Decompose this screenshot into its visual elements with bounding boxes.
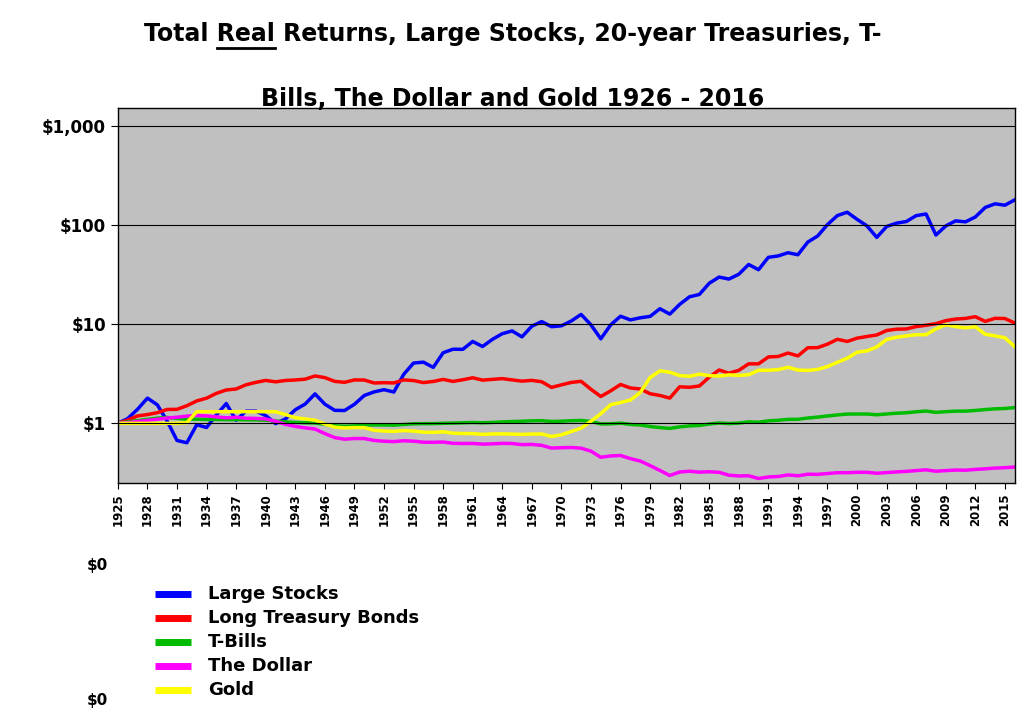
Long Treasury Bonds — [831, 335, 844, 344]
Gold — [545, 432, 558, 441]
Long Treasury Bonds — [861, 332, 873, 341]
Text: Total Real Returns, Large Stocks, 20-year Treasuries, T-: Total Real Returns, Large Stocks, 20-yea… — [144, 22, 882, 45]
Gold — [782, 363, 794, 371]
The Dollar — [831, 469, 844, 477]
Text: The Dollar: The Dollar — [208, 657, 313, 675]
T-Bills — [112, 419, 124, 428]
The Dollar — [654, 466, 666, 475]
Long Treasury Bonds — [772, 352, 784, 360]
T-Bills — [663, 424, 675, 433]
The Dollar — [191, 411, 203, 420]
Line: Long Treasury Bonds: Long Treasury Bonds — [118, 317, 1015, 423]
Gold — [870, 342, 883, 351]
Gold — [831, 358, 844, 367]
Gold — [821, 362, 833, 371]
The Dollar — [1009, 463, 1021, 472]
Text: Gold: Gold — [208, 681, 254, 699]
Large Stocks — [821, 220, 833, 229]
T-Bills — [782, 415, 794, 424]
Gold — [842, 354, 854, 363]
Gold — [112, 419, 124, 428]
Large Stocks — [782, 249, 794, 257]
Line: Large Stocks: Large Stocks — [118, 200, 1015, 443]
The Dollar — [752, 474, 765, 483]
Text: T-Bills: T-Bills — [208, 632, 269, 650]
The Dollar — [851, 468, 863, 477]
Gold — [1009, 342, 1021, 351]
Text: $0: $0 — [86, 694, 108, 708]
Text: Bills, The Dollar and Gold 1926 - 2016: Bills, The Dollar and Gold 1926 - 2016 — [261, 87, 764, 110]
T-Bills — [644, 423, 656, 431]
Large Stocks — [112, 419, 124, 428]
Long Treasury Bonds — [644, 389, 656, 398]
Long Treasury Bonds — [112, 419, 124, 428]
The Dollar — [842, 469, 854, 477]
Long Treasury Bonds — [821, 340, 833, 348]
T-Bills — [1009, 403, 1021, 412]
Long Treasury Bonds — [812, 343, 824, 352]
Text: $0: $0 — [86, 559, 108, 573]
Long Treasury Bonds — [1009, 319, 1021, 327]
T-Bills — [821, 412, 833, 420]
Gold — [940, 320, 952, 329]
Large Stocks — [180, 438, 193, 447]
Gold — [654, 366, 666, 375]
The Dollar — [791, 472, 804, 480]
Large Stocks — [870, 233, 883, 242]
Line: The Dollar: The Dollar — [118, 415, 1015, 479]
Long Treasury Bonds — [970, 312, 982, 321]
Large Stocks — [831, 211, 844, 220]
Text: Large Stocks: Large Stocks — [208, 585, 339, 603]
Text: Long Treasury Bonds: Long Treasury Bonds — [208, 609, 419, 627]
The Dollar — [880, 468, 893, 477]
Large Stocks — [842, 208, 854, 216]
Line: T-Bills: T-Bills — [118, 407, 1015, 428]
Large Stocks — [1009, 195, 1021, 204]
Large Stocks — [654, 304, 666, 313]
T-Bills — [870, 410, 883, 419]
Line: Gold: Gold — [118, 324, 1015, 436]
The Dollar — [112, 419, 124, 428]
T-Bills — [842, 410, 854, 418]
T-Bills — [831, 410, 844, 419]
